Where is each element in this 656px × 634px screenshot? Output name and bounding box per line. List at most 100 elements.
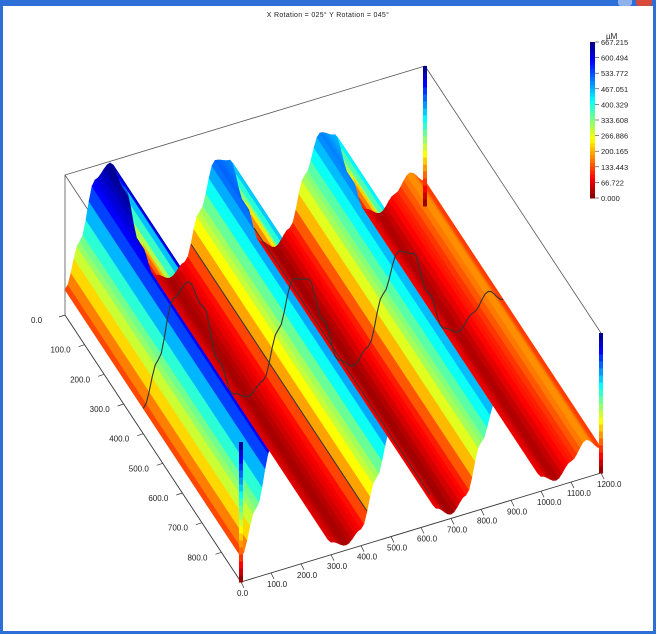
minimize-button[interactable]	[618, 0, 632, 6]
colorbar-tick-label: 0.000	[601, 194, 620, 203]
colorbar-segment	[590, 84, 595, 90]
colorbar-segment	[590, 49, 595, 55]
colorbar-tick-label: 467.051	[601, 85, 628, 94]
x-tick-label: 400.0	[357, 553, 378, 562]
y-tick-label: 100.0	[51, 346, 72, 355]
z-bar-segment	[599, 417, 603, 425]
z-bar-segment	[239, 547, 243, 555]
z-bar-segment	[239, 491, 243, 499]
colorbar-segment	[590, 127, 595, 133]
z-bar-segment	[599, 368, 603, 376]
z-bar-segment	[239, 484, 243, 492]
z-bar-segment	[423, 73, 427, 81]
y-tick-label: 600.0	[148, 494, 169, 503]
z-bar-segment	[423, 80, 427, 88]
z-bar-segment	[239, 533, 243, 541]
colorbar-segment	[590, 65, 595, 70]
z-bar-segment	[599, 452, 603, 460]
colorbar-segment	[590, 69, 595, 74]
z-bar-segment	[599, 375, 603, 383]
z-bar-segment	[239, 463, 243, 471]
y-tick-label: 400.0	[109, 435, 130, 444]
x-tick	[330, 554, 335, 561]
z-bar-segment	[423, 192, 427, 200]
surface-plot: 0.0 100.0 200.0 300.0 400.0 500.0 600.0 700.0 80…	[31, 32, 628, 598]
x-tick-label: 1200.0	[597, 480, 622, 489]
z-bar-segment	[599, 466, 603, 474]
colorbar-segment	[590, 81, 595, 86]
colorbar-segment	[590, 178, 595, 183]
z-bar-segment	[599, 403, 603, 411]
colorbar-segment	[590, 120, 595, 125]
z-bar-segment	[239, 505, 243, 513]
cross-section-line	[253, 227, 431, 496]
colorbar-segment	[590, 88, 595, 94]
colorbar-segment	[590, 104, 595, 109]
colorbar-segment	[590, 155, 595, 160]
x-tick	[240, 581, 245, 589]
colorbar-tick-label: 667.215	[601, 38, 628, 47]
z-bar-segment	[423, 101, 427, 109]
colorbar-tick-label: 266.886	[601, 132, 628, 141]
colorbar-segment	[590, 147, 595, 152]
x-axis-ticks: 0.0 100.0 200.0 300.0 400.0 500.0 600.0 700.0 80…	[237, 472, 622, 598]
z-bar-segment	[599, 445, 603, 453]
profile-lines	[142, 227, 504, 512]
z-bar-segment	[423, 136, 427, 144]
z-bar-segment	[599, 396, 603, 404]
y-tick	[215, 552, 222, 555]
x-tick-label: 300.0	[327, 562, 348, 571]
y-tick	[137, 433, 144, 436]
colorbar-segment	[590, 92, 595, 98]
z-bar-segment	[599, 424, 603, 432]
colorbar-segment	[590, 45, 595, 51]
z-bar-segment	[423, 66, 427, 74]
z-bar-segment	[599, 431, 603, 439]
x-tick	[420, 527, 425, 534]
x-tick	[510, 500, 515, 507]
z-bar-segment	[599, 347, 603, 355]
z-bar-segment	[239, 498, 243, 506]
colorbar-segment	[590, 174, 595, 179]
z-bar-segment	[599, 340, 603, 348]
y-axis-line	[64, 314, 242, 583]
colorbar-segment	[590, 151, 595, 156]
colorbar-segment	[590, 186, 595, 191]
x-tick-label: 900.0	[507, 507, 528, 516]
z-bar-segment	[599, 354, 603, 362]
z-bar-segment	[599, 389, 603, 397]
colorbar-tick-label: 600.494	[601, 54, 628, 63]
z-bar-segment	[423, 122, 427, 130]
close-button[interactable]	[636, 0, 652, 6]
z-bar-segment	[599, 438, 603, 446]
title-bar	[0, 0, 656, 6]
x-tick	[450, 518, 455, 525]
y-tick-label: 0.0	[31, 316, 43, 325]
profile-line	[142, 250, 504, 409]
colorbar-tick-label: 133.443	[601, 163, 628, 172]
z-bar-segment	[423, 87, 427, 95]
z-bar-segment	[239, 540, 243, 548]
colorbar-segment	[590, 96, 595, 101]
colorbar-segment	[590, 194, 595, 199]
y-tick-label: 700.0	[168, 524, 189, 533]
z-bar-segment	[239, 449, 243, 457]
x-tick-label: 600.0	[417, 535, 438, 544]
colorbar-segment	[590, 73, 595, 78]
colorbar-segment	[590, 139, 595, 144]
z-bar-segment	[423, 108, 427, 116]
surface-strips	[64, 132, 602, 558]
x-tick-label: 800.0	[477, 516, 498, 525]
z-bar-segment	[423, 150, 427, 158]
colorbar-segment	[590, 166, 595, 172]
colorbar-segment	[590, 100, 595, 105]
y-tick	[117, 403, 124, 407]
y-tick	[58, 314, 66, 318]
colorbar-tick-label: 400.329	[601, 100, 628, 109]
colorbar-segment	[590, 182, 595, 187]
colorbar-segment	[590, 131, 595, 137]
y-tick-label: 200.0	[70, 375, 91, 384]
colorbar-segment	[590, 135, 595, 140]
z-bar-segment	[423, 129, 427, 137]
